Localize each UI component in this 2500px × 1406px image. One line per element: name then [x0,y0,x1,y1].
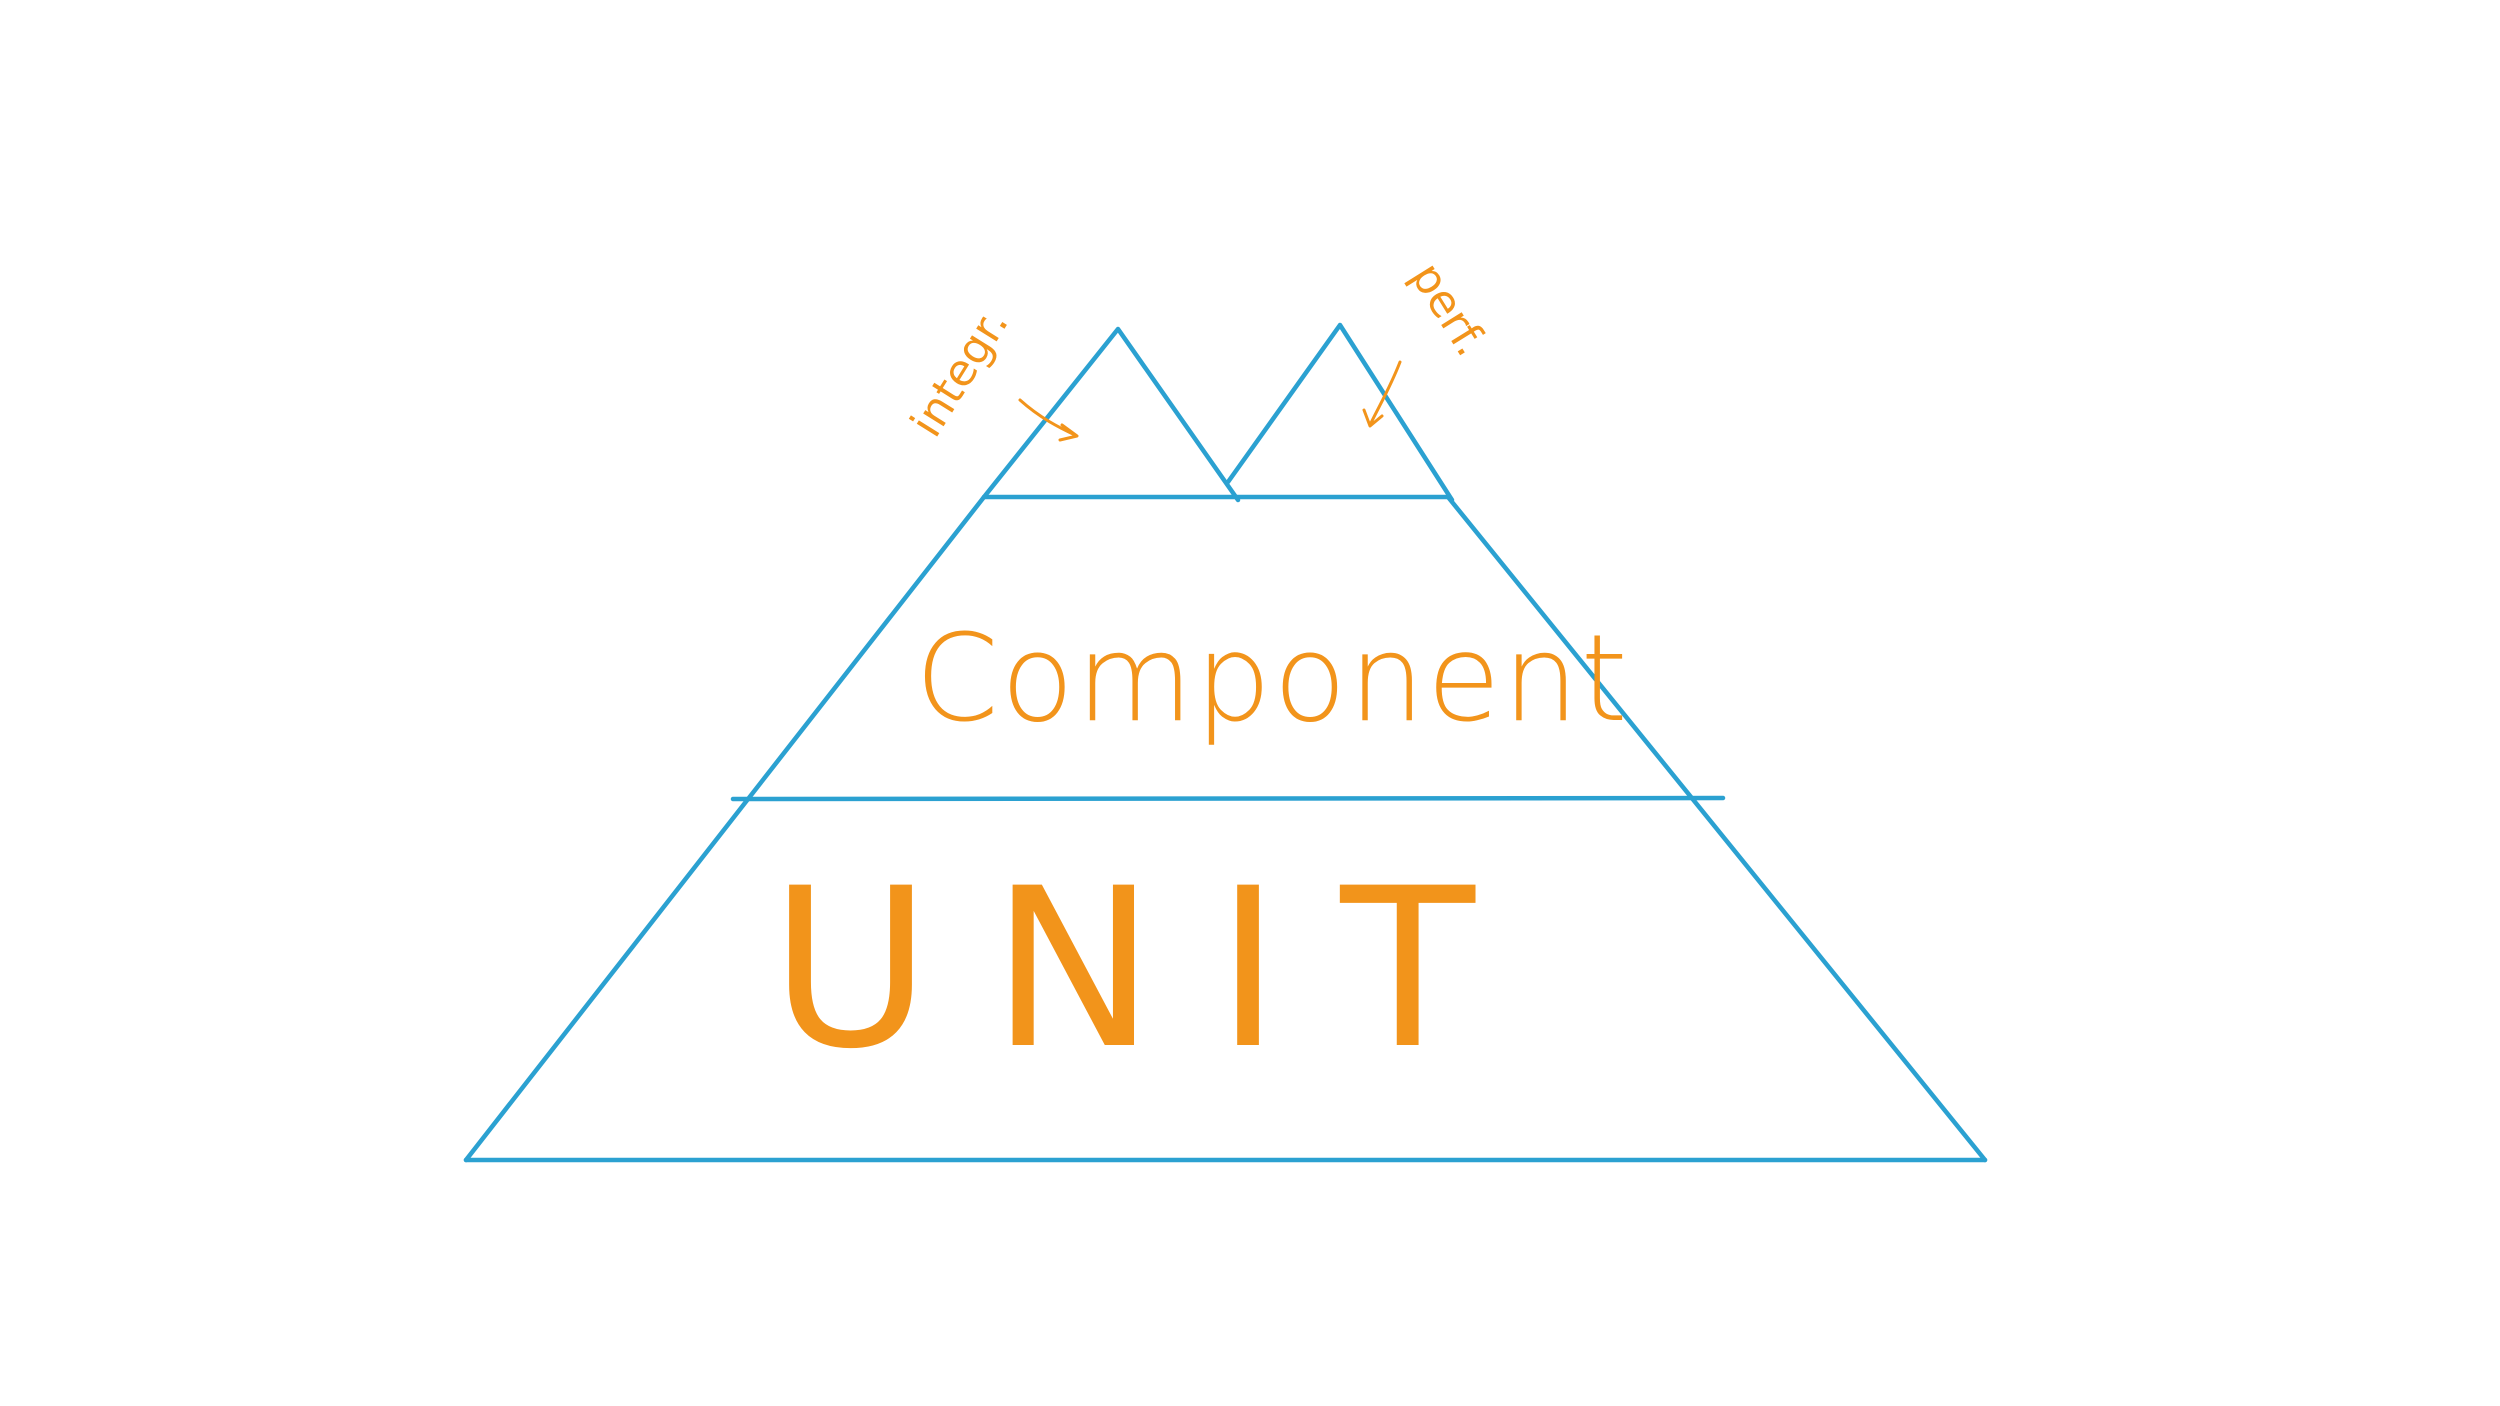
performance-peak-outline [1225,322,1455,503]
integration-peak [981,326,1241,503]
component-layer-label: Component [915,610,1630,749]
unit-layer-label: UNIT [770,841,1535,1097]
pyramid-outline [463,494,1988,1163]
performance-label: perf. [1401,254,1497,365]
performance-annotation: perf. [1401,254,1497,365]
integration-annotation: integr. [901,300,1019,446]
integration-label: integr. [901,300,1019,446]
integration-peak-outline [981,326,1241,503]
performance-peak [1225,322,1455,503]
pyramid-left-edge [463,494,987,1163]
performance-arrow [1362,360,1402,428]
integration-arrow [1018,398,1079,442]
unit-component-divider [730,795,1726,802]
pyramid-right-edge [1445,494,1988,1163]
